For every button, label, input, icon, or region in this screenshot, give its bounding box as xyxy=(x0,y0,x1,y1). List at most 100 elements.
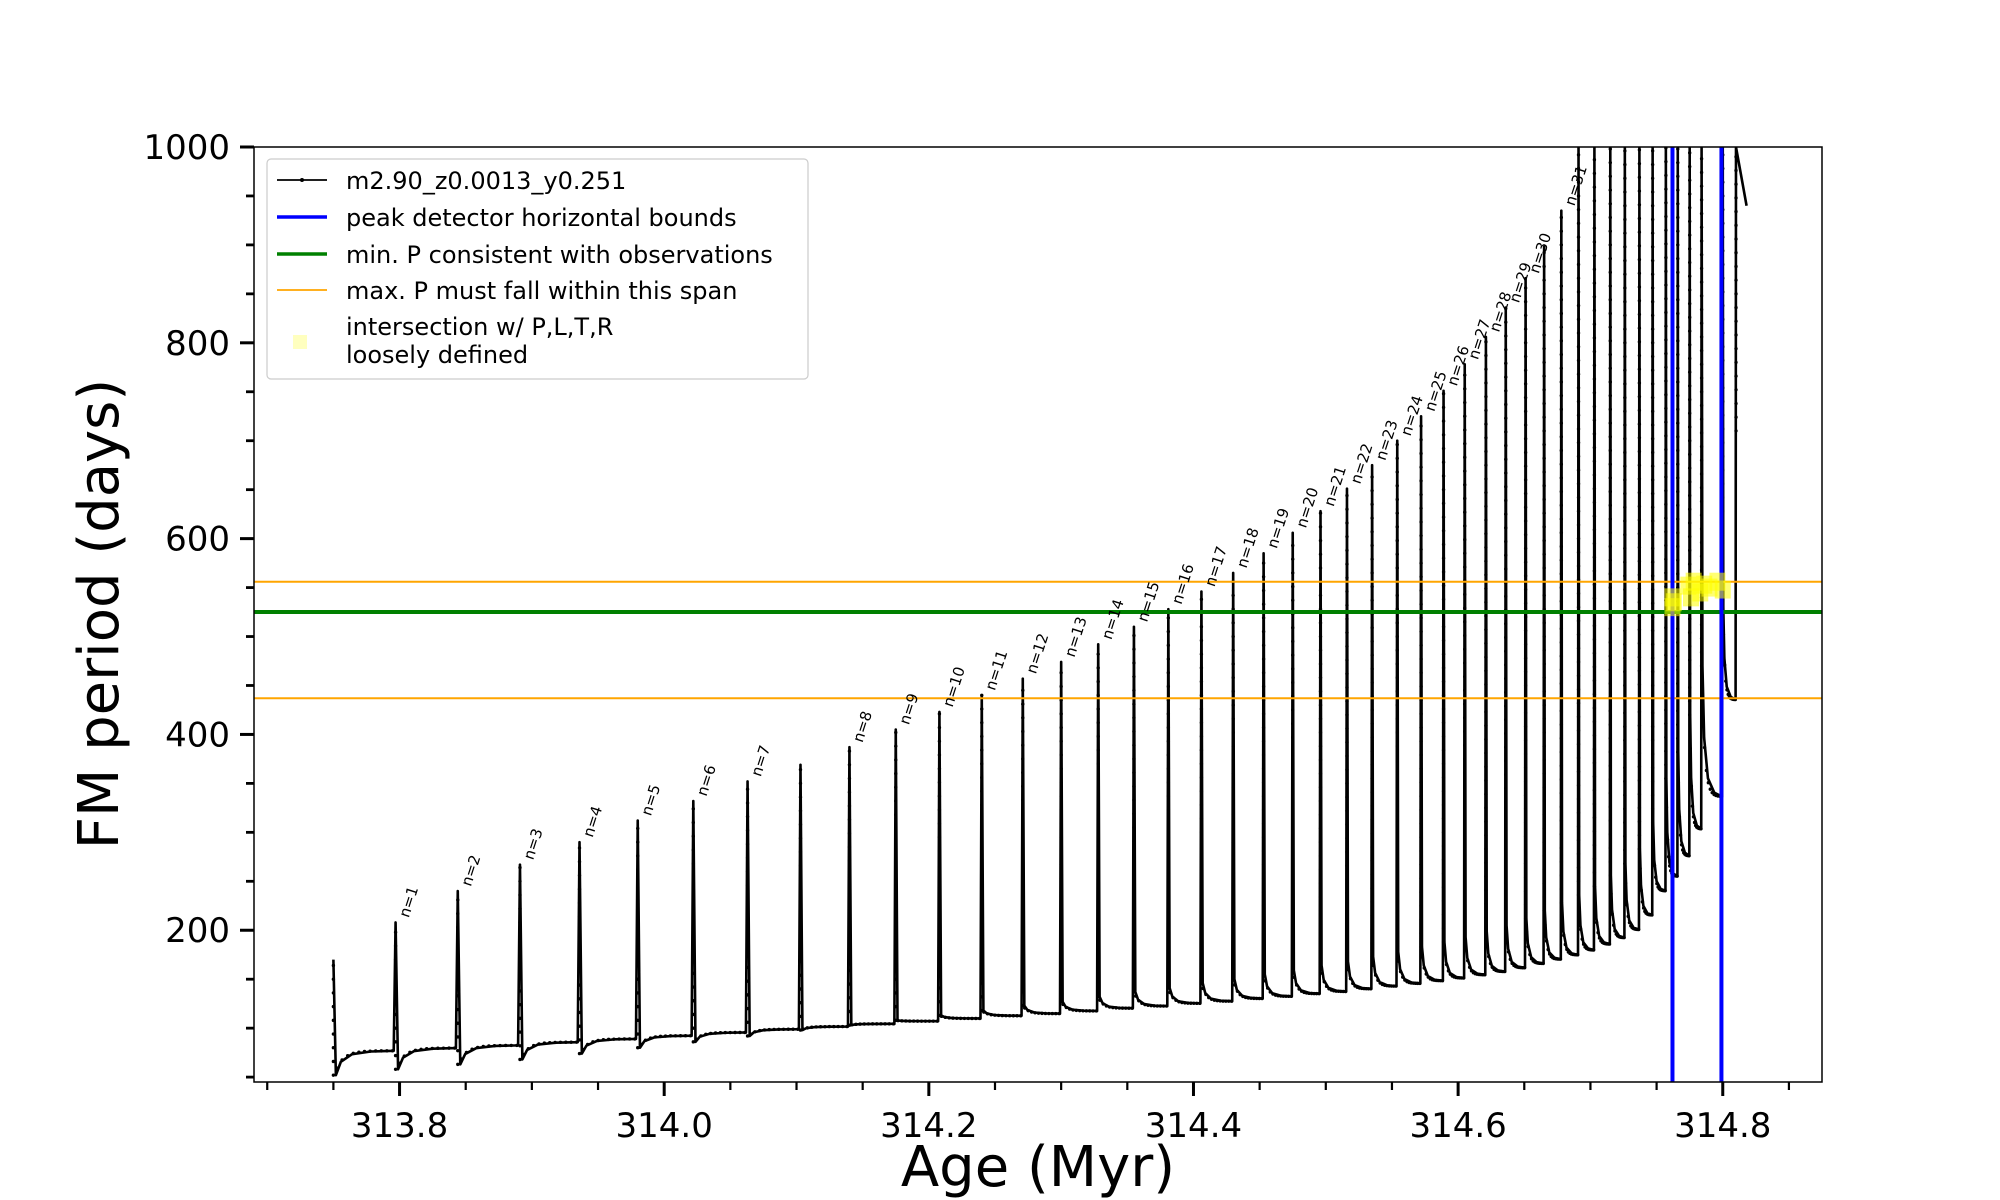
model-track-point xyxy=(1559,681,1564,686)
model-track-point xyxy=(1021,880,1025,884)
model-track-point xyxy=(331,977,336,981)
model-track-point xyxy=(1637,847,1642,851)
model-track-point xyxy=(1608,270,1612,275)
model-track-point xyxy=(1395,662,1399,666)
model-track-point xyxy=(518,879,522,883)
model-track-point xyxy=(1676,668,1680,672)
model-track-point xyxy=(1019,1014,1023,1018)
model-track-point xyxy=(1127,1006,1131,1010)
model-track-point xyxy=(1484,627,1488,632)
model-track-point xyxy=(1484,874,1488,879)
model-track-point xyxy=(1174,998,1178,1003)
model-track-point xyxy=(879,1022,883,1026)
model-track-point xyxy=(1461,976,1466,980)
model-track-point xyxy=(1395,867,1399,872)
model-track-point xyxy=(798,850,803,854)
model-track-point xyxy=(1463,414,1467,418)
model-track-point xyxy=(393,1026,398,1030)
model-track-point xyxy=(1021,907,1025,912)
model-track-point xyxy=(1261,958,1266,963)
model-track-point xyxy=(1559,544,1564,549)
model-track-point xyxy=(1395,758,1399,762)
model-track-point xyxy=(601,1038,606,1042)
model-track-point xyxy=(1664,269,1668,274)
model-track-point xyxy=(1608,722,1612,727)
model-track-point xyxy=(1664,530,1668,534)
model-track-point xyxy=(980,762,984,766)
model-track-point xyxy=(1608,256,1612,261)
model-track-point xyxy=(1637,381,1642,385)
model-track-point xyxy=(1504,622,1508,626)
model-track-point xyxy=(1271,992,1275,996)
model-track-point xyxy=(745,979,750,983)
model-track-point xyxy=(1071,1008,1075,1012)
x-tick-label: 314.0 xyxy=(616,1106,713,1146)
model-track-point xyxy=(1291,708,1295,712)
model-track-point xyxy=(1608,243,1612,247)
model-track-point xyxy=(1664,502,1668,507)
model-track-point xyxy=(1484,915,1488,920)
model-track-point xyxy=(1542,895,1546,899)
model-track-point xyxy=(1043,1011,1048,1016)
model-track-point xyxy=(1304,991,1309,995)
model-track-point xyxy=(678,1034,683,1038)
model-track-point xyxy=(1484,340,1488,344)
model-track-point xyxy=(1395,744,1399,748)
model-track-point xyxy=(1201,986,1205,991)
model-track-point xyxy=(518,1016,522,1021)
model-track-point xyxy=(1441,816,1446,821)
model-track-point xyxy=(1623,382,1627,386)
model-track-point xyxy=(1318,730,1323,735)
model-track-point xyxy=(1542,785,1546,790)
model-track-point xyxy=(1592,253,1597,258)
model-track-point xyxy=(1059,904,1063,908)
model-track-point xyxy=(1484,806,1488,810)
model-track-point xyxy=(1676,640,1680,645)
model-track-point xyxy=(1699,650,1704,654)
model-track-point xyxy=(1734,223,1738,228)
model-track-point xyxy=(1699,499,1704,504)
model-track-point xyxy=(1541,961,1545,966)
model-track-point xyxy=(1026,1008,1030,1013)
model-track-point xyxy=(1608,613,1612,617)
model-track-point xyxy=(1199,885,1204,889)
model-track-point xyxy=(1650,519,1655,523)
model-track-point xyxy=(1734,401,1738,406)
model-track-point xyxy=(1699,239,1704,243)
model-track-point xyxy=(1608,462,1612,466)
model-track-point xyxy=(1395,840,1399,844)
model-track-point xyxy=(1199,679,1204,684)
model-track-point xyxy=(1011,1014,1016,1018)
model-track-point xyxy=(1650,450,1655,455)
model-track-point xyxy=(1734,374,1738,378)
model-track-point xyxy=(1004,1013,1008,1018)
model-track-point xyxy=(1676,531,1680,535)
model-track-point xyxy=(966,1016,970,1021)
model-track-point xyxy=(1676,435,1680,439)
model-track-point xyxy=(1664,255,1668,260)
legend-entry-model: m2.90_z0.0013_y0.251 xyxy=(277,167,626,195)
model-track-point xyxy=(1542,264,1546,269)
model-track-point xyxy=(798,767,803,772)
model-track-point xyxy=(1395,730,1399,735)
model-track-point xyxy=(1734,237,1738,241)
model-track-point xyxy=(1322,980,1326,984)
model-track-point xyxy=(1608,818,1612,823)
model-track-point xyxy=(564,1040,568,1044)
model-track-point xyxy=(1484,422,1488,426)
model-track-point xyxy=(847,927,852,931)
model-track-point xyxy=(1623,286,1627,290)
model-track-point xyxy=(1059,862,1063,867)
pulse-label: n=2 xyxy=(457,853,484,889)
model-track-point xyxy=(1132,674,1136,679)
model-track-point xyxy=(1463,496,1467,501)
model-track-point xyxy=(1166,780,1171,785)
model-track-point xyxy=(1542,758,1546,762)
model-track-point xyxy=(1559,805,1564,809)
model-track-point xyxy=(1576,153,1581,157)
model-track-point xyxy=(1059,712,1063,716)
x-axis: 313.8 314.0 314.2 314.4 314.6 314.8 xyxy=(266,1082,1791,1146)
model-track-point xyxy=(1576,687,1581,692)
model-track-point xyxy=(847,763,852,767)
model-track-point xyxy=(648,1036,653,1040)
